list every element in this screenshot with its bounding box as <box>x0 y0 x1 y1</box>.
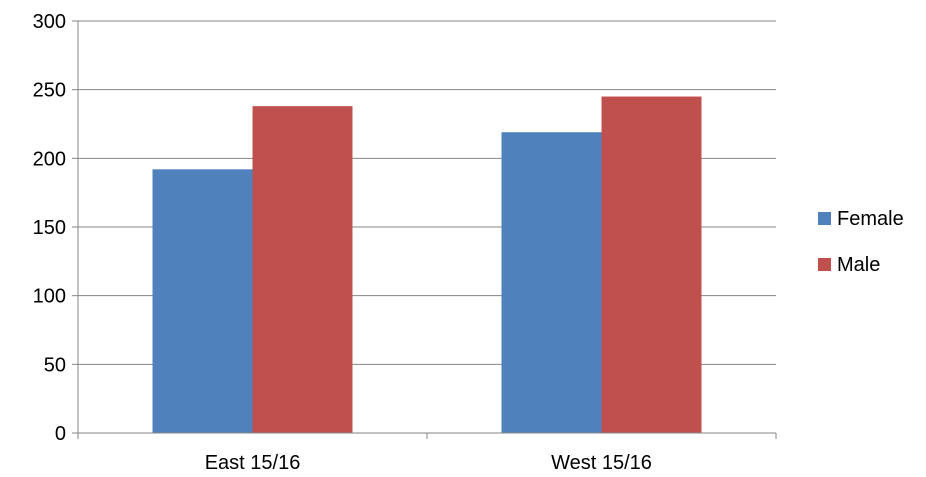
x-tick-label: West 15/16 <box>551 452 652 474</box>
bar-female-2 <box>501 132 602 434</box>
y-tick-label: 50 <box>44 354 66 376</box>
bar-male-2 <box>601 96 702 434</box>
y-tick-label: 200 <box>33 148 66 170</box>
bars <box>152 96 702 434</box>
y-tick-label: 100 <box>33 286 66 308</box>
legend-label-male: Male <box>837 254 880 276</box>
legend-swatch-female <box>818 212 831 225</box>
legend-swatch-male <box>818 258 831 271</box>
y-tick-label: 0 <box>55 423 66 445</box>
y-tick-label: 300 <box>33 11 66 33</box>
x-tick-labels: East 15/16 West 15/16 <box>205 452 652 474</box>
y-tick-labels: 0 50 100 150 200 250 300 <box>33 11 66 445</box>
y-tick-label: 150 <box>33 217 66 239</box>
x-tick-label: East 15/16 <box>205 452 301 474</box>
y-tick-label: 250 <box>33 80 66 102</box>
bar-male-1 <box>252 106 353 433</box>
bar-female-1 <box>152 169 253 433</box>
legend-label-female: Female <box>837 208 904 230</box>
legend: Female Male <box>818 208 904 276</box>
axes <box>72 20 777 439</box>
